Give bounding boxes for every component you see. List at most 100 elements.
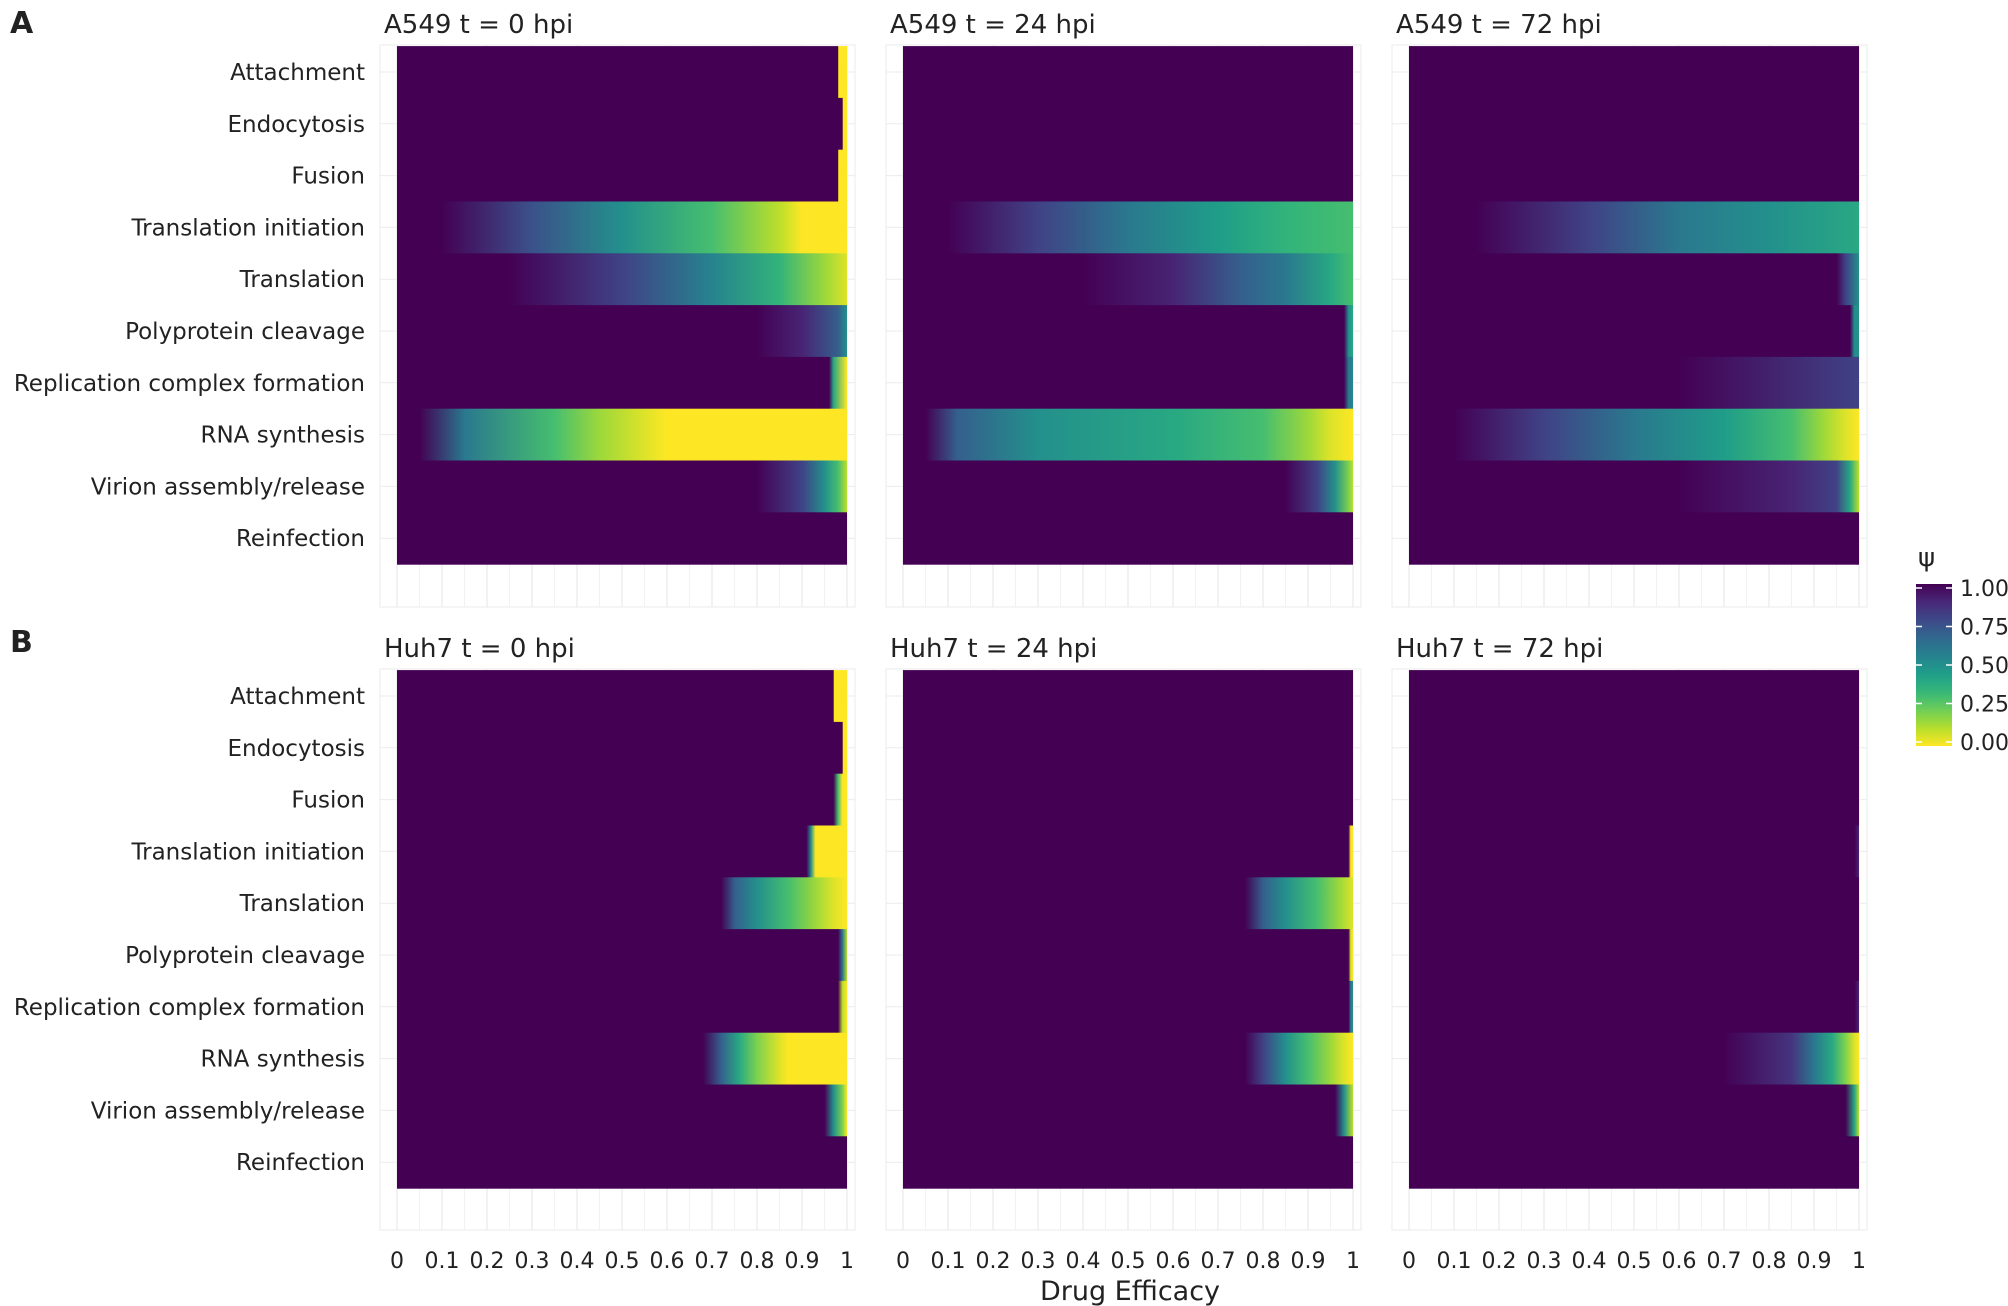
x-tick-label: 0 bbox=[1402, 1249, 1416, 1274]
category-label: Polyprotein cleavage bbox=[125, 319, 365, 345]
heatmap-tile-row bbox=[397, 408, 847, 462]
category-label: Translation initiation bbox=[130, 839, 365, 865]
heatmap-tile-row bbox=[1409, 46, 1859, 99]
facet-title: Huh7 t = 24 hpi bbox=[890, 634, 1097, 664]
heatmap-tile-row bbox=[1409, 929, 1859, 982]
category-label: Replication complex formation bbox=[14, 371, 365, 397]
x-tick-label: 0.4 bbox=[560, 1249, 595, 1274]
heatmap-tile-row bbox=[1409, 1032, 1859, 1086]
category-label: Translation initiation bbox=[130, 215, 365, 241]
category-label: Polyprotein cleavage bbox=[125, 943, 365, 969]
heatmap-tile-row bbox=[903, 670, 1353, 723]
heatmap-tile-row bbox=[397, 1084, 847, 1137]
panel-label-a: A bbox=[10, 6, 34, 41]
x-tick-label: 1 bbox=[1852, 1249, 1866, 1274]
x-tick-label: 0.7 bbox=[1201, 1249, 1236, 1274]
facet-title: A549 t = 0 hpi bbox=[384, 10, 573, 40]
x-tick-label: 0.1 bbox=[1437, 1249, 1472, 1274]
heatmap-tile-row bbox=[1409, 97, 1859, 151]
heatmap-tile-row bbox=[903, 773, 1353, 827]
heatmap-tile-row bbox=[1409, 512, 1859, 565]
heatmap-tile-row bbox=[397, 929, 847, 982]
heatmap-tile-row bbox=[903, 149, 1353, 203]
heatmap-tile-row bbox=[903, 980, 1353, 1034]
heatmap-tile-row bbox=[1409, 356, 1859, 410]
x-tick-label: 0.6 bbox=[1156, 1249, 1191, 1274]
heatmap-tile-row bbox=[1409, 1084, 1859, 1137]
legend-tick-label: 0.25 bbox=[1960, 693, 2008, 718]
heatmap-tile-row bbox=[903, 877, 1353, 930]
x-tick-label: 1 bbox=[1346, 1249, 1360, 1274]
x-tick-label: 0.2 bbox=[1482, 1249, 1517, 1274]
x-tick-label: 1 bbox=[840, 1249, 854, 1274]
panel-label-b: B bbox=[10, 625, 33, 660]
heatmap-tile-row bbox=[1409, 149, 1859, 203]
plot-layer: A Attachment Endocytosis Fusion Translation … bbox=[10, 6, 2008, 1306]
x-tick-label: 0.5 bbox=[605, 1249, 640, 1274]
heatmap-tile-row bbox=[903, 825, 1353, 878]
category-label: Fusion bbox=[291, 788, 365, 814]
facet-title: Huh7 t = 72 hpi bbox=[1396, 634, 1603, 664]
category-label: Endocytosis bbox=[228, 736, 365, 762]
heatmap-tile-row bbox=[1409, 201, 1859, 254]
x-tick-label: 0.8 bbox=[740, 1249, 775, 1274]
x-tick-label: 0.3 bbox=[515, 1249, 550, 1274]
x-tick-label: 0.2 bbox=[976, 1249, 1011, 1274]
heatmap-tile-row bbox=[1409, 253, 1859, 306]
heatmap-tile-row bbox=[397, 305, 847, 358]
heatmap-tile-row bbox=[1409, 721, 1859, 775]
legend-tick-label: 0.50 bbox=[1960, 654, 2008, 679]
heatmap-tile-row bbox=[397, 825, 847, 878]
category-label: RNA synthesis bbox=[200, 1047, 365, 1073]
x-tick-label: 0.9 bbox=[785, 1249, 820, 1274]
category-label: Virion assembly/release bbox=[91, 474, 365, 500]
category-label: Endocytosis bbox=[228, 112, 365, 138]
heatmap-tile-row bbox=[1409, 825, 1859, 878]
category-label: Virion assembly/release bbox=[91, 1098, 365, 1124]
x-tick-label: 0.7 bbox=[1707, 1249, 1742, 1274]
heatmap-tile-row bbox=[903, 460, 1353, 513]
heatmap-tile-row bbox=[1409, 980, 1859, 1034]
heatmap-tile-row bbox=[1409, 305, 1859, 358]
legend-tick-label: 0.75 bbox=[1960, 616, 2008, 641]
heatmap-tile-row bbox=[397, 46, 847, 99]
category-label: Translation bbox=[239, 267, 365, 293]
legend-tick-label: 0.00 bbox=[1960, 731, 2008, 756]
category-label: Fusion bbox=[291, 164, 365, 190]
heatmap-tile-row bbox=[397, 877, 847, 930]
heatmap-tile-row bbox=[397, 773, 847, 827]
heatmap-tile-row bbox=[903, 721, 1353, 775]
category-label: RNA synthesis bbox=[200, 423, 365, 449]
x-tick-label: 0.7 bbox=[695, 1249, 730, 1274]
x-axis-label: Drug Efficacy bbox=[1040, 1276, 1220, 1306]
legend-title: ψ bbox=[1918, 543, 1935, 573]
heatmap-tile-row bbox=[1409, 408, 1859, 462]
heatmap-tile-row bbox=[397, 253, 847, 306]
heatmap-tile-row bbox=[397, 97, 847, 151]
heatmap-tile-row bbox=[397, 1136, 847, 1189]
heatmap-tile-row bbox=[1409, 877, 1859, 930]
x-tick-label: 0.1 bbox=[931, 1249, 966, 1274]
x-tick-label: 0.3 bbox=[1527, 1249, 1562, 1274]
x-tick-label: 0.6 bbox=[1662, 1249, 1697, 1274]
heatmap-tile-row bbox=[397, 980, 847, 1034]
heatmap-tile-row bbox=[903, 1032, 1353, 1086]
x-tick-label: 0.5 bbox=[1111, 1249, 1146, 1274]
heatmap-tile-row bbox=[903, 1136, 1353, 1189]
x-tick-label: 0.2 bbox=[470, 1249, 505, 1274]
heatmap-tile-row bbox=[903, 201, 1353, 254]
facet-title: A549 t = 24 hpi bbox=[890, 10, 1096, 40]
heatmap-tile-row bbox=[903, 408, 1353, 462]
x-tick-label: 0.4 bbox=[1066, 1249, 1101, 1274]
heatmap-tile-row bbox=[397, 201, 847, 254]
heatmap-tile-row bbox=[397, 670, 847, 723]
heatmap-tile-row bbox=[397, 460, 847, 513]
heatmap-tile-row bbox=[903, 512, 1353, 565]
legend-tick-label: 1.00 bbox=[1960, 577, 2008, 602]
heatmap-tile-row bbox=[1409, 1136, 1859, 1189]
heatmap-tile-row bbox=[1409, 670, 1859, 723]
x-tick-label: 0.8 bbox=[1246, 1249, 1281, 1274]
category-label: Attachment bbox=[230, 684, 365, 710]
x-tick-label: 0.3 bbox=[1021, 1249, 1056, 1274]
